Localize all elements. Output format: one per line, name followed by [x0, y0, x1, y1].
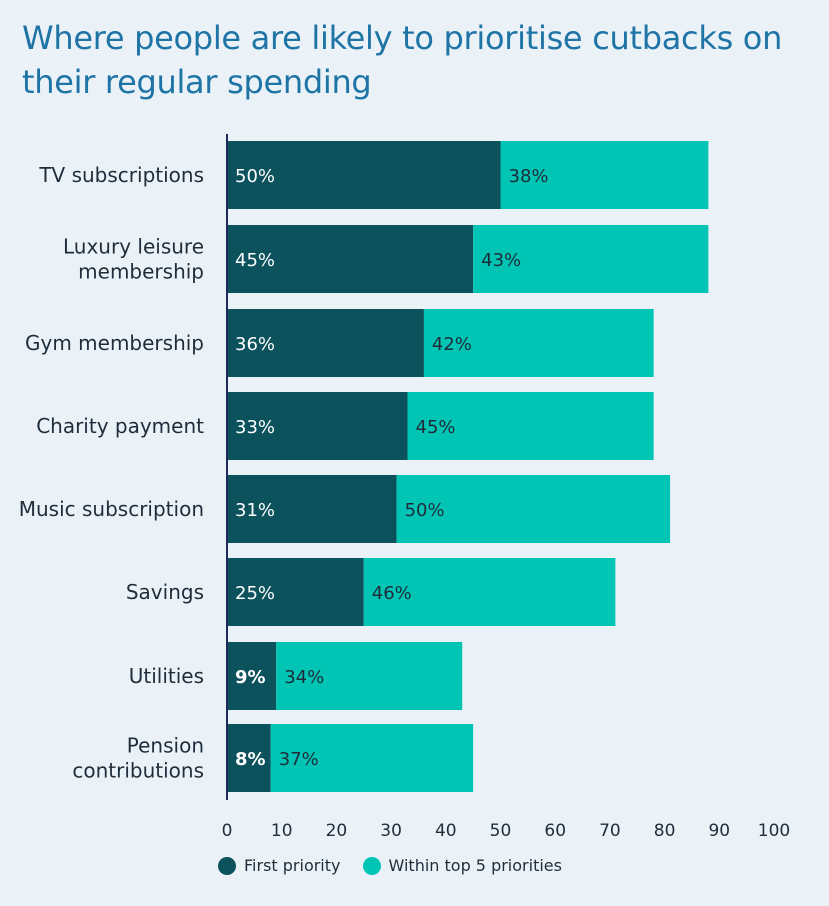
bar-luxury-leisure-membership-first-priority	[227, 225, 474, 293]
x-tick-label-40: 40	[435, 821, 457, 841]
legend: First priority Within top 5 priorities	[218, 856, 584, 875]
x-tick-label-10: 10	[271, 821, 293, 841]
legend-label-first-priority: First priority	[244, 856, 341, 875]
value-label-pension-contributions-within-top-5-priorities: 37%	[279, 749, 319, 770]
category-label-tv-subscriptions: TV subscriptions	[38, 163, 204, 187]
category-label-pension-contributions-line-1: Pension	[127, 734, 204, 758]
category-label-gym-membership: Gym membership	[25, 331, 204, 355]
bar-luxury-leisure-membership-within-top-5-priorities	[473, 225, 709, 293]
value-label-utilities-within-top-5-priorities: 34%	[284, 667, 324, 688]
value-label-music-subscription-first-priority: 31%	[235, 500, 275, 521]
x-tick-label-0: 0	[222, 821, 233, 841]
bar-pension-contributions-first-priority	[227, 724, 271, 792]
x-tick-label-70: 70	[599, 821, 621, 841]
category-label-charity-payment: Charity payment	[36, 414, 204, 438]
bar-tv-subscriptions-first-priority	[227, 141, 501, 209]
bar-gym-membership-first-priority	[227, 309, 424, 377]
stacked-bar-chart: TV subscriptions 50% 38% Luxury leisurememb…	[19, 134, 790, 841]
value-label-gym-membership-within-top-5-priorities: 42%	[432, 334, 472, 355]
value-label-gym-membership-first-priority: 36%	[235, 334, 275, 355]
x-tick-label-100: 100	[758, 821, 790, 841]
value-label-charity-payment-first-priority: 33%	[235, 417, 275, 438]
value-label-tv-subscriptions-first-priority: 50%	[235, 166, 275, 187]
legend-swatch-top-5	[362, 856, 381, 875]
x-tick-label-30: 30	[380, 821, 402, 841]
category-label-pension-contributions-line-2: contributions	[72, 759, 204, 783]
chart-title: Where people are likely to prioritise cu…	[22, 19, 783, 101]
x-tick-label-60: 60	[544, 821, 566, 841]
value-label-utilities-first-priority: 9%	[235, 667, 266, 688]
bar-utilities-first-priority	[227, 642, 277, 710]
value-label-savings-within-top-5-priorities: 46%	[372, 583, 412, 604]
bar-savings-within-top-5-priorities	[363, 558, 616, 626]
legend-swatch-first-priority	[218, 856, 236, 875]
bar-charity-payment-first-priority	[227, 392, 408, 460]
legend-item-top-5: Within top 5 priorities	[362, 856, 562, 875]
bar-gym-membership-within-top-5-priorities	[423, 309, 654, 377]
bar-music-subscription-within-top-5-priorities	[396, 475, 671, 543]
value-label-tv-subscriptions-within-top-5-priorities: 38%	[509, 166, 549, 187]
category-label-luxury-leisure-membership-line-1: Luxury leisure	[63, 235, 204, 259]
bar-pension-contributions-within-top-5-priorities	[270, 724, 474, 792]
bar-utilities-within-top-5-priorities	[276, 642, 463, 710]
value-label-luxury-leisure-membership-first-priority: 45%	[235, 250, 275, 271]
value-label-pension-contributions-first-priority: 8%	[235, 749, 266, 770]
value-label-charity-payment-within-top-5-priorities: 45%	[416, 417, 456, 438]
category-label-savings: Savings	[126, 580, 204, 604]
bar-tv-subscriptions-within-top-5-priorities	[500, 141, 709, 209]
value-label-music-subscription-within-top-5-priorities: 50%	[405, 500, 445, 521]
category-label-luxury-leisure-membership-line-2: membership	[78, 260, 204, 284]
x-tick-label-20: 20	[326, 821, 348, 841]
legend-label-top-5: Within top 5 priorities	[388, 856, 562, 875]
x-tick-label-50: 50	[490, 821, 512, 841]
x-tick-label-90: 90	[708, 821, 730, 841]
legend-item-first-priority: First priority	[218, 856, 341, 875]
x-tick-label-80: 80	[654, 821, 676, 841]
bar-savings-first-priority	[227, 558, 364, 626]
value-label-luxury-leisure-membership-within-top-5-priorities: 43%	[481, 250, 521, 271]
bar-music-subscription-first-priority	[227, 475, 397, 543]
bar-charity-payment-within-top-5-priorities	[407, 392, 654, 460]
category-label-utilities: Utilities	[129, 664, 204, 688]
category-label-music-subscription: Music subscription	[19, 497, 204, 521]
value-label-savings-first-priority: 25%	[235, 583, 275, 604]
